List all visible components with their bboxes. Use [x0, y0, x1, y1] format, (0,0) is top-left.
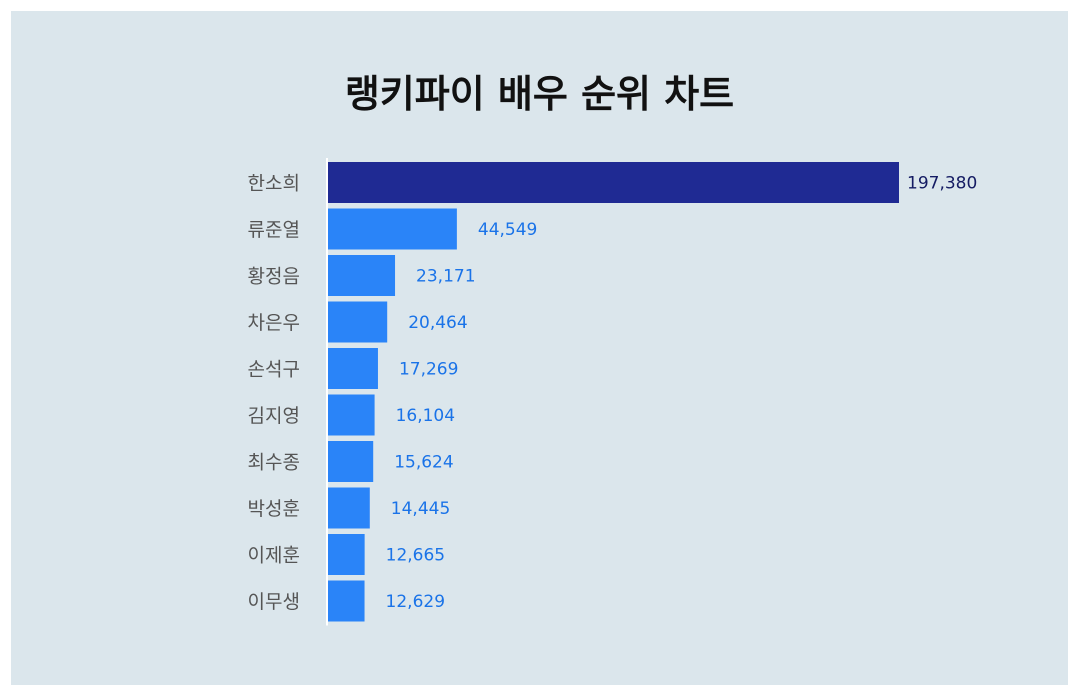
value-label: 197,380 [907, 174, 977, 194]
category-label: 최수종 [248, 452, 300, 474]
value-label: 17,269 [399, 360, 458, 380]
value-label: 14,445 [391, 499, 450, 519]
bar-2 [328, 208, 457, 250]
category-label: 김지영 [248, 405, 300, 427]
category-label: 차은우 [248, 312, 300, 334]
bar-group: 한소희 197,380 류준열 44,549 황정음 23,171 차은우 20,464 손석구… [248, 162, 977, 622]
category-label: 류준열 [248, 219, 300, 241]
category-label: 황정음 [248, 266, 300, 288]
value-label: 20,464 [408, 313, 467, 333]
category-label: 이무생 [248, 591, 300, 613]
category-label: 한소희 [248, 173, 300, 195]
bar-5 [328, 348, 378, 389]
category-label: 손석구 [248, 359, 300, 381]
bar-7 [328, 441, 374, 482]
chart-title: 랭키파이 배우 순위 차트 [344, 72, 735, 116]
category-label: 이제훈 [248, 545, 300, 567]
value-label: 12,665 [386, 546, 445, 566]
bar-4 [328, 301, 388, 343]
value-label: 15,624 [394, 453, 453, 473]
bar-8 [328, 487, 370, 529]
bar-6 [328, 394, 375, 436]
bar-10 [328, 580, 365, 622]
chart-background [11, 11, 1068, 685]
value-label: 12,629 [386, 592, 445, 612]
bar-3 [328, 255, 396, 296]
value-label: 44,549 [478, 220, 537, 240]
value-label: 16,104 [396, 406, 455, 426]
bar-1 [328, 162, 899, 203]
category-label: 박성훈 [248, 498, 300, 520]
bar-9 [328, 534, 365, 575]
value-label: 23,171 [416, 267, 475, 287]
